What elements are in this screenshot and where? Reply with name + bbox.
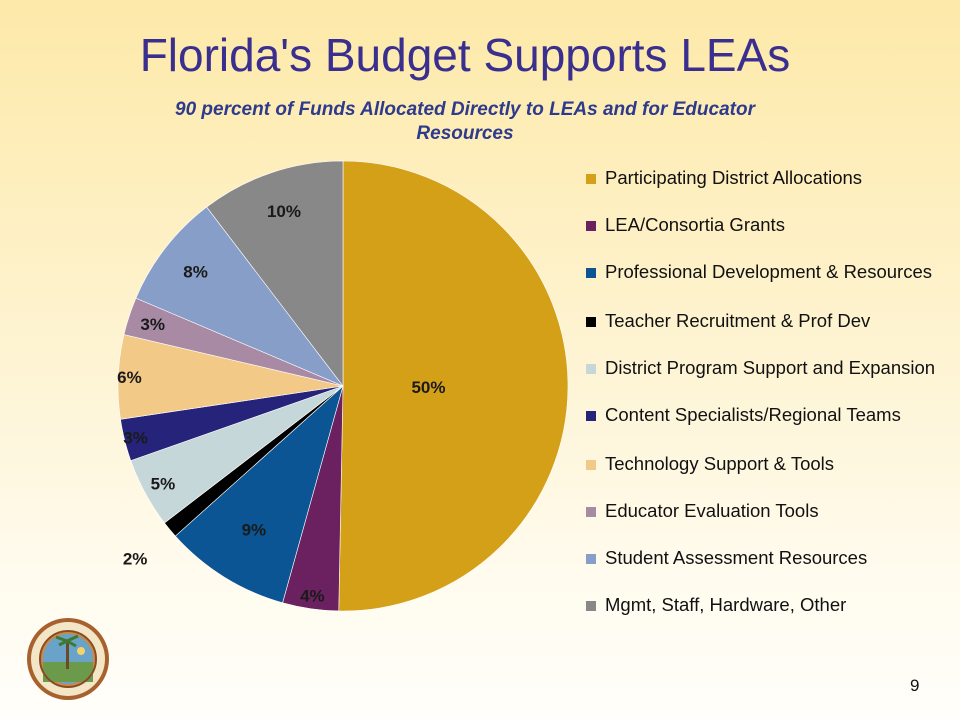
legend-swatch [586, 174, 596, 184]
data-label-3: 9% [242, 520, 267, 539]
pie-slice-9 [135, 206, 344, 387]
legend-label: Teacher Recruitment & Prof Dev [605, 310, 871, 331]
legend-swatch [586, 460, 596, 470]
legend-swatch [586, 601, 596, 611]
legend-label: Mgmt, Staff, Hardware, Other [605, 594, 847, 615]
data-label-7: 6% [117, 368, 142, 387]
data-label-10: 10% [267, 202, 301, 221]
legend-label: Professional Development & Resources [605, 261, 932, 282]
legend-swatch [586, 507, 596, 517]
data-label-1: 50% [411, 378, 445, 397]
legend-swatch [586, 411, 596, 421]
legend-label: Technology Support & Tools [605, 453, 835, 474]
chart-title: 90 percent of Funds Allocated Directly t… [175, 99, 755, 144]
legend-label: Content Specialists/Regional Teams [605, 404, 901, 425]
page-number: 9 [910, 676, 920, 695]
data-label-2: 4% [300, 586, 325, 605]
legend-label: Participating District Allocations [605, 167, 863, 188]
legend-swatch [586, 221, 596, 231]
pie-slice-10 [206, 160, 344, 387]
legend-label: LEA/Consortia Grants [605, 214, 785, 235]
data-label-5: 5% [151, 474, 176, 493]
data-label-8: 3% [140, 315, 165, 334]
legend-swatch [586, 364, 596, 374]
data-label-6: 3% [123, 429, 148, 448]
slide-title: Florida's Budget Supports LEAs [139, 29, 791, 81]
pie-slice-3 [174, 385, 344, 604]
pie-slice-1 [338, 160, 569, 612]
data-label-4: 2% [123, 549, 148, 568]
state-seal-logo [27, 618, 109, 700]
legend-swatch [586, 268, 596, 278]
legend-swatch [586, 317, 596, 327]
legend-label: District Program Support and Expansion [605, 357, 936, 378]
legend-label: Student Assessment Resources [605, 547, 868, 568]
legend-swatch [586, 554, 596, 564]
data-label-9: 8% [183, 262, 208, 281]
legend-label: Educator Evaluation Tools [605, 500, 819, 521]
